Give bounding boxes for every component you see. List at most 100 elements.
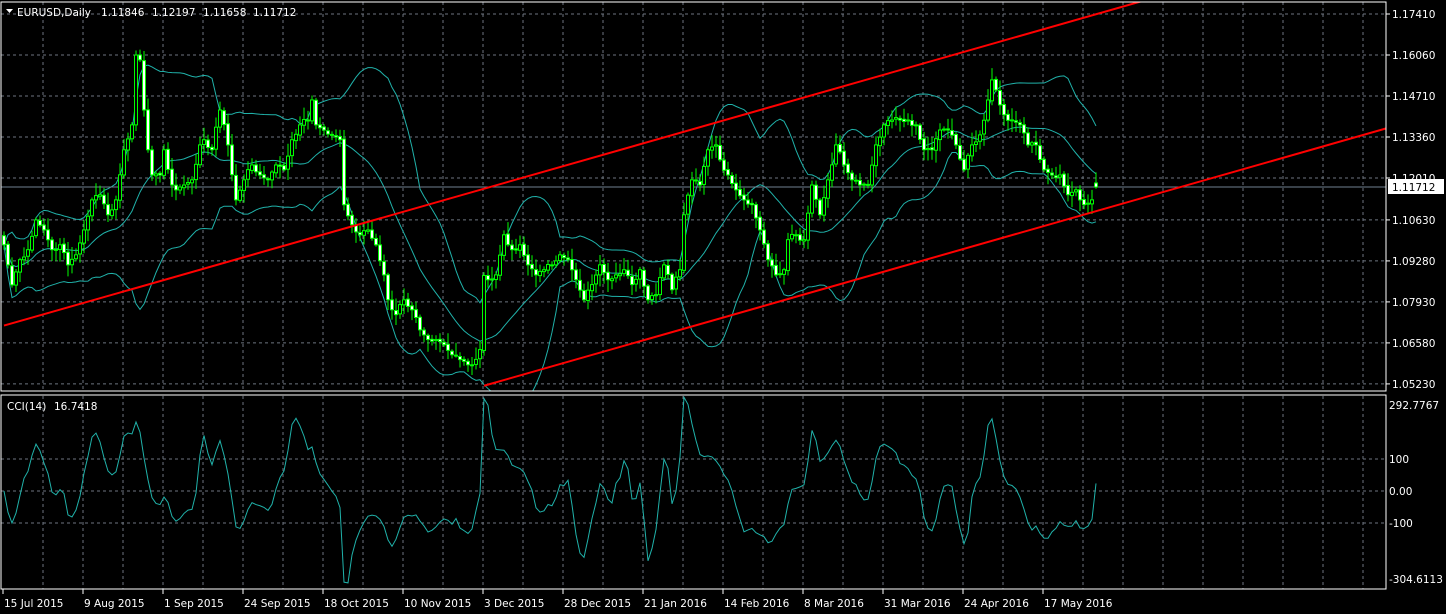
candle[interactable] [722,152,726,176]
candle[interactable] [518,235,522,259]
candle[interactable] [378,235,382,266]
candle[interactable] [742,187,746,211]
candle[interactable] [546,260,550,274]
candle[interactable] [802,229,806,249]
candle[interactable] [214,117,218,157]
candle[interactable] [870,156,874,193]
candle[interactable] [1050,168,1054,179]
triangle-down-icon[interactable] [6,9,13,13]
candle[interactable] [750,198,754,215]
candle[interactable] [202,127,206,153]
candle[interactable] [234,164,238,206]
candle[interactable] [398,300,402,319]
candle[interactable] [566,250,570,263]
candle[interactable] [946,118,950,139]
candle[interactable] [82,220,86,254]
candle[interactable] [426,333,430,352]
candle[interactable] [338,129,342,148]
candle[interactable] [170,157,174,197]
candle[interactable] [978,130,982,150]
candle[interactable] [394,298,398,325]
candle[interactable] [830,152,834,188]
candle[interactable] [102,187,106,209]
candle[interactable] [2,231,6,250]
candle[interactable] [270,170,274,189]
candle[interactable] [282,162,286,172]
candle[interactable] [314,97,318,130]
candles[interactable] [2,49,1098,375]
candle[interactable] [958,138,962,161]
candle[interactable] [530,255,534,277]
candle[interactable] [782,267,786,285]
candle[interactable] [634,272,638,292]
candle[interactable] [174,173,178,201]
candle[interactable] [150,145,154,181]
candle[interactable] [50,236,54,262]
candle[interactable] [286,143,290,181]
candle[interactable] [382,254,386,282]
time-axis[interactable]: 15 Jul 2015 9 Aug 2015 1 Sep 2015 24 Sep 20… [2,589,1113,610]
candle[interactable] [470,356,474,375]
candle[interactable] [610,275,614,290]
candle[interactable] [414,301,418,323]
candle[interactable] [34,217,38,239]
candle[interactable] [506,222,510,247]
candle[interactable] [858,173,862,197]
candle[interactable] [934,131,938,163]
candle[interactable] [478,340,482,369]
candle[interactable] [350,210,354,234]
candle[interactable] [838,135,842,155]
candle[interactable] [430,334,434,346]
candle[interactable] [554,255,558,268]
candle[interactable] [266,176,270,187]
candle[interactable] [926,136,930,161]
candle[interactable] [298,116,302,141]
candle[interactable] [706,146,710,176]
candle[interactable] [902,108,906,128]
candle[interactable] [226,113,230,157]
candle[interactable] [310,95,314,124]
candle[interactable] [746,192,750,208]
candle[interactable] [866,179,870,189]
candle[interactable] [622,258,626,277]
candle[interactable] [242,174,246,203]
candle[interactable] [734,173,738,200]
candle[interactable] [510,239,514,261]
candle[interactable] [318,117,322,136]
candle[interactable] [162,144,166,180]
candle[interactable] [690,171,694,205]
candle[interactable] [390,290,394,320]
candle[interactable] [370,220,374,241]
candle[interactable] [514,238,518,255]
candle[interactable] [534,259,538,288]
candle[interactable] [54,242,58,262]
candle[interactable] [962,150,966,172]
candle[interactable] [10,257,14,288]
candle[interactable] [386,272,390,310]
candle[interactable] [990,68,994,106]
candle[interactable] [810,180,814,218]
candle[interactable] [874,136,878,178]
trendline[interactable] [3,0,1400,327]
candle[interactable] [982,113,986,146]
candle[interactable] [542,266,546,278]
candle[interactable] [586,281,590,310]
candle[interactable] [306,110,310,130]
candle[interactable] [1034,130,1038,156]
candle[interactable] [842,142,846,175]
candle[interactable] [466,358,470,372]
candle[interactable] [670,272,674,295]
candle[interactable] [70,246,74,274]
candle[interactable] [994,76,998,92]
candle[interactable] [774,253,778,278]
candle[interactable] [906,113,910,126]
candle[interactable] [138,49,142,62]
candle[interactable] [494,271,498,289]
candle[interactable] [46,218,50,248]
candle[interactable] [458,352,462,368]
candle[interactable] [818,197,822,219]
candle[interactable] [630,265,634,296]
candle[interactable] [890,110,894,129]
candle[interactable] [22,247,26,266]
candle[interactable] [558,251,562,264]
